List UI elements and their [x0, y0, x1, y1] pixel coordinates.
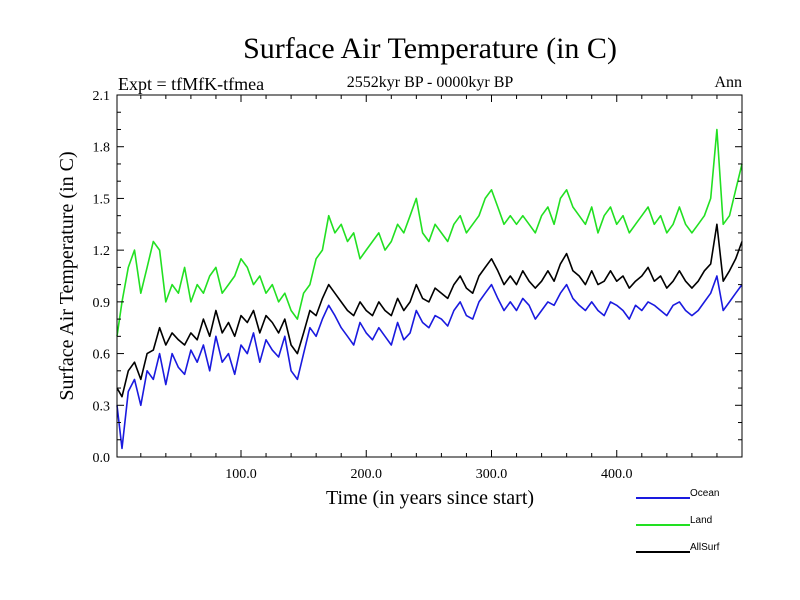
- legend-label-allsurf: AllSurf: [690, 542, 720, 553]
- x-tick-label: 300.0: [476, 467, 508, 482]
- series-layer: [116, 128, 743, 450]
- y-tick-label: 1.8: [93, 141, 111, 156]
- y-axis-label: Surface Air Temperature (in C): [56, 151, 78, 400]
- season-label: Ann: [714, 74, 742, 91]
- legend-label-land: Land: [690, 515, 712, 526]
- legend: Ocean Land AllSurf: [636, 488, 720, 553]
- y-tick-label: 0.3: [93, 399, 111, 414]
- chart-title: Surface Air Temperature (in C): [243, 32, 617, 65]
- x-tick-label: 200.0: [350, 467, 382, 482]
- y-tick-label: 2.1: [93, 89, 111, 104]
- plot-frame: [116, 94, 743, 458]
- y-axis: 0.0 0.3 0.6 0.9 1.2 1.5 1.8 2.1: [93, 89, 742, 466]
- y-tick-label: 0.0: [93, 451, 111, 466]
- experiment-label: Expt = tfMfK-tfmea: [118, 74, 264, 94]
- series-line-land: [116, 128, 743, 337]
- y-tick-label: 1.2: [93, 244, 111, 259]
- legend-label-ocean: Ocean: [690, 488, 719, 499]
- y-tick-label: 0.6: [93, 348, 111, 363]
- x-axis-label: Time (in years since start): [326, 487, 534, 509]
- x-tick-label: 400.0: [601, 467, 633, 482]
- y-tick-label: 0.9: [93, 296, 111, 311]
- series-line-allsurf: [116, 223, 743, 398]
- chart-subtitle: 2552kyr BP - 0000kyr BP: [347, 74, 514, 91]
- series-line-ocean: [116, 275, 743, 450]
- x-axis: 100.0 200.0 300.0 400.0: [140, 95, 718, 482]
- y-tick-label: 1.5: [93, 192, 111, 207]
- x-tick-label: 100.0: [225, 467, 257, 482]
